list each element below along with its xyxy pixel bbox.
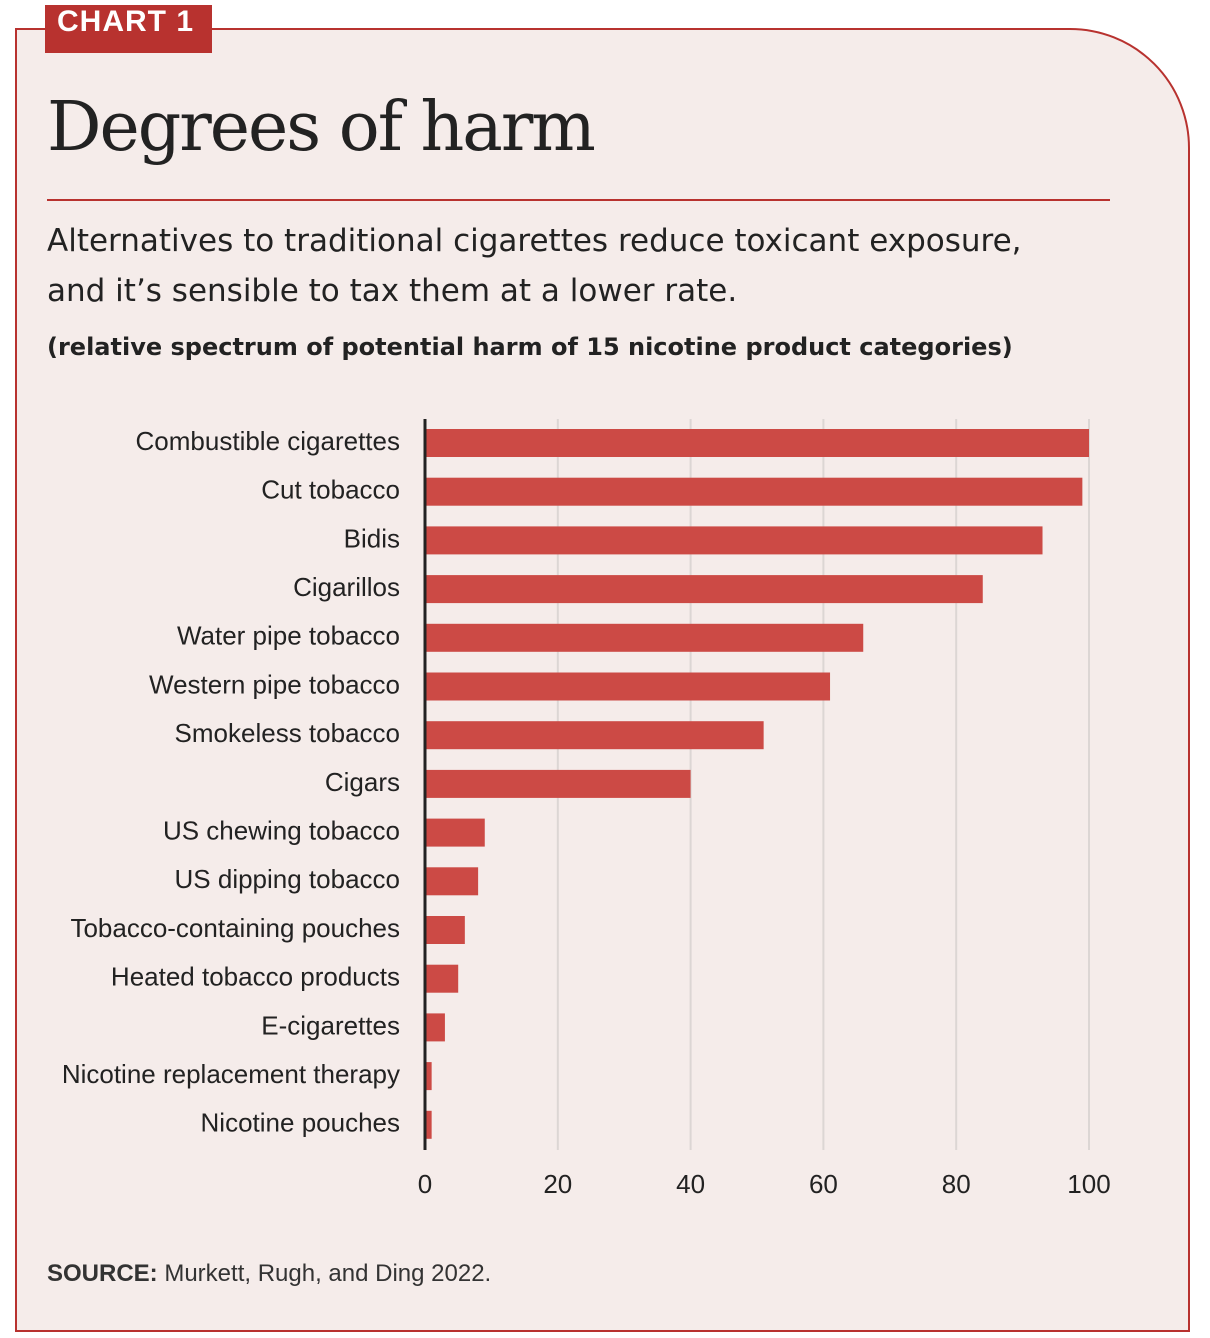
y-tick-label: Bidis [344,523,400,553]
bar [425,477,1083,506]
y-tick-label: Western pipe tobacco [149,669,400,699]
bar [425,818,485,847]
source-label: SOURCE: [47,1260,158,1287]
x-tick-label: 0 [418,1169,432,1199]
y-tick-label: Nicotine replacement therapy [62,1059,400,1089]
y-tick-label: Water pipe tobacco [177,621,400,651]
note: (relative spectrum of potential harm of … [47,333,1013,361]
bar [425,575,983,604]
bar [425,1062,432,1091]
bar [425,916,465,944]
y-tick-label: Nicotine pouches [201,1108,400,1138]
bar [425,1013,445,1042]
bar [425,964,459,993]
x-tick-label: 80 [942,1169,971,1199]
bar [425,526,1043,555]
y-tick-label: Smokeless tobacco [175,718,400,748]
x-tick-label: 60 [809,1169,838,1199]
y-tick-label: Cigarillos [293,572,400,602]
source: SOURCE: Murkett, Rugh, and Ding 2022. [47,1260,491,1288]
bar [425,867,479,896]
bar [425,1110,432,1139]
x-tick-label: 100 [1067,1169,1110,1199]
subtitle: Alternatives to traditional cigarettes r… [47,223,1022,309]
y-tick-label: Tobacco-containing pouches [70,913,400,943]
y-tick-label: US chewing tobacco [163,815,400,845]
chart-title: Degrees of harm [47,88,596,167]
badge: CHART 1 [45,5,213,53]
y-tick-label: Cigars [325,767,400,797]
bar [425,429,1089,457]
divider [47,199,1110,201]
y-tick-label: Combustible cigarettes [136,426,400,456]
bar [425,623,864,652]
y-tick-label: US dipping tobacco [175,864,400,894]
y-tick-label: E-cigarettes [261,1010,400,1040]
bar [425,721,764,750]
x-tick-label: 40 [676,1169,705,1199]
source-text: Murkett, Rugh, and Ding 2022. [164,1260,492,1287]
bar [425,769,691,798]
bar [425,672,831,701]
y-tick-label: Heated tobacco products [111,962,400,992]
y-tick-label: Cut tobacco [261,475,400,505]
x-tick-label: 20 [543,1169,572,1199]
